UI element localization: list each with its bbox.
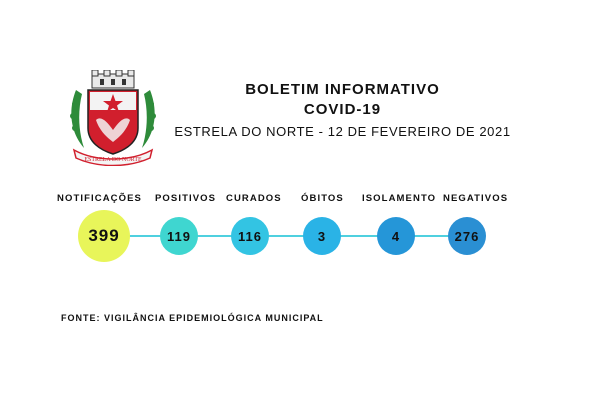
coat-of-arms-icon: ESTRELA DO NORTE: [70, 70, 156, 166]
source-note: FONTE: VIGILÂNCIA EPIDEMIOLÓGICA MUNICIP…: [61, 313, 324, 323]
header-block: BOLETIM INFORMATIVO COVID-19 ESTRELA DO …: [170, 80, 515, 143]
label-notificacoes: NOTIFICAÇÕES: [57, 193, 142, 204]
stat-value-negativos: 276: [454, 228, 480, 244]
crest-banner-text: ESTRELA DO NORTE: [84, 157, 142, 163]
stat-circle-obitos: 3: [303, 217, 341, 255]
stat-value-obitos: 3: [317, 228, 327, 244]
connector-line: [104, 235, 466, 237]
label-positivos: POSITIVOS: [155, 193, 217, 204]
stat-value-isolamento: 4: [391, 228, 401, 244]
label-isolamento: ISOLAMENTO: [362, 193, 437, 204]
page-title-sub: COVID-19: [303, 101, 382, 118]
label-curados: CURADOS: [226, 193, 282, 204]
stat-circle-notificacoes: 399: [78, 210, 130, 262]
page-title: BOLETIM INFORMATIVO: [245, 81, 440, 98]
stat-value-positivos: 119: [167, 228, 191, 244]
label-negativos: NEGATIVOS: [443, 193, 509, 204]
stat-circle-curados: 116: [231, 217, 269, 255]
page-subtitle: ESTRELA DO NORTE - 12 DE FEVEREIRO DE 20…: [174, 124, 511, 139]
label-obitos: ÓBITOS: [301, 193, 344, 204]
stat-value-curados: 116: [238, 228, 262, 244]
stat-circle-negativos: 276: [448, 217, 486, 255]
stat-circle-positivos: 119: [160, 217, 198, 255]
stat-value-notificacoes: 399: [88, 226, 120, 245]
stat-circle-isolamento: 4: [377, 217, 415, 255]
